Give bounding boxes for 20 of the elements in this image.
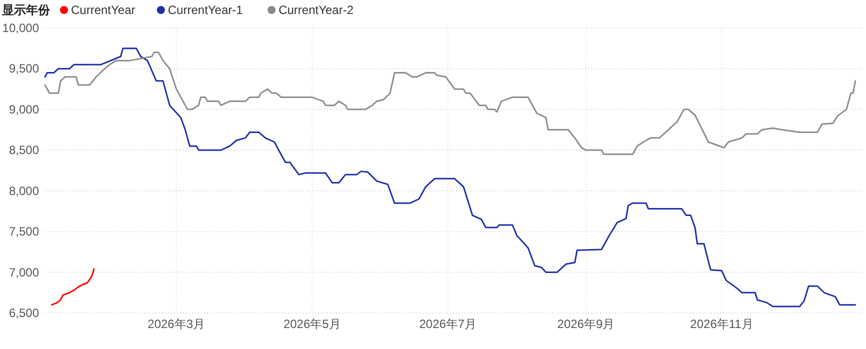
x-tick-label: 2026年7月 [419,317,477,331]
y-tick-label: 6,500 [8,306,40,320]
y-tick-label: 7,000 [8,265,40,280]
y-tick-label: 7,500 [8,224,40,239]
y-tick-label: 9,000 [8,102,40,116]
line-series [50,268,95,306]
legend-label: CurrentYear-1 [168,3,244,17]
y-tick-label: 10,000 [2,21,40,35]
x-tick-label: 2026年3月 [148,317,206,331]
legend-label: CurrentYear-2 [278,3,354,17]
x-tick-label: 2026年9月 [557,317,615,331]
y-tick-label: 8,500 [8,143,40,158]
y-tick-label: 8,000 [8,184,40,198]
line-series [44,52,856,155]
x-tick-label: 2026年11月 [690,317,754,331]
x-tick-label: 2026年5月 [283,317,341,331]
line-series [44,48,856,308]
y-tick-label: 9,500 [8,62,40,76]
legend-title: 显示年份 [1,3,51,17]
legend-label: CurrentYear [71,3,136,17]
